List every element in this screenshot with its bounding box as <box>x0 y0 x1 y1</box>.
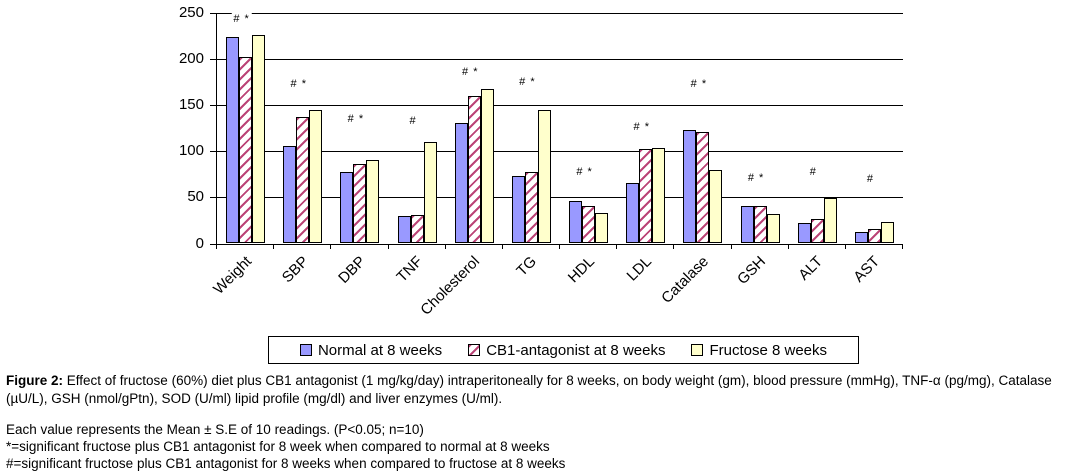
legend-label: Fructose 8 weeks <box>709 341 828 359</box>
bar-hdl-series2 <box>582 205 596 244</box>
bar-cholesterol-series2 <box>467 95 481 244</box>
bar-alt-series2 <box>810 218 824 244</box>
significance-annotation: # * <box>574 166 595 179</box>
bar-catalase-series3 <box>709 169 723 244</box>
bar-ast-series2 <box>867 228 881 244</box>
y-axis-tick <box>210 243 216 245</box>
bar-sbp-series3 <box>309 110 323 244</box>
gridline <box>217 151 903 153</box>
x-axis-tick <box>616 243 618 249</box>
x-axis-tick <box>387 243 389 249</box>
bar-sbp-series1 <box>283 145 297 244</box>
bar-gsh-series3 <box>766 213 780 244</box>
bar-ldl-series3 <box>652 148 666 244</box>
significance-annotation: # * <box>231 12 252 25</box>
bar-gsh-series1 <box>740 205 754 244</box>
x-axis-tick <box>844 243 846 249</box>
figure-caption-text: Effect of fructose (60%) diet plus CB1 a… <box>6 373 1052 406</box>
gridline <box>217 197 903 199</box>
bar-dbp-series2 <box>353 164 367 244</box>
legend-item: CB1-antagonist at 8 weeks <box>468 342 665 359</box>
significance-annotation: # <box>864 172 876 185</box>
y-tick-label: 0 <box>195 234 204 252</box>
bar-hdl-series1 <box>569 200 583 244</box>
note-mean-se: Each value represents the Mean ± S.E of … <box>6 422 424 437</box>
bar-ast-series3 <box>880 222 894 244</box>
x-axis-tick <box>444 243 446 249</box>
y-axis-tick <box>210 104 216 106</box>
bar-tnf-series1 <box>397 215 411 244</box>
y-axis-tick <box>210 58 216 60</box>
x-axis-tick <box>787 243 789 249</box>
legend-item: Normal at 8 weeks <box>299 341 443 359</box>
bar-ldl-series1 <box>626 182 640 244</box>
significance-annotation: # * <box>345 112 367 125</box>
bar-cholesterol-series3 <box>480 89 494 244</box>
note-asterisk: *=significant fructose plus CB1 antagoni… <box>6 439 550 454</box>
x-axis-tick <box>673 243 675 249</box>
gridline <box>217 104 903 106</box>
legend-swatch <box>468 344 481 356</box>
legend-item: Fructose 8 weeks <box>691 342 827 359</box>
figure-notes: Each value represents the Mean ± S.E of … <box>6 421 1066 472</box>
bar-ast-series1 <box>854 232 868 244</box>
bar-tnf-series2 <box>410 214 424 244</box>
y-tick-label: 150 <box>178 95 204 113</box>
significance-annotation: # * <box>288 77 309 90</box>
significance-annotation: # * <box>517 75 538 88</box>
y-tick-label: 250 <box>178 3 204 21</box>
bar-tg-series1 <box>511 176 525 244</box>
bar-alt-series1 <box>797 223 811 244</box>
bar-tnf-series3 <box>423 141 437 244</box>
bar-alt-series3 <box>823 198 837 244</box>
bar-weight-series3 <box>252 34 266 244</box>
y-axis-tick <box>210 12 216 14</box>
significance-annotation: # * <box>631 121 652 133</box>
gridline <box>217 58 903 60</box>
y-tick-label: 200 <box>178 49 204 67</box>
significance-annotation: # * <box>745 171 767 184</box>
bar-dbp-series1 <box>340 172 354 244</box>
bar-catalase-series1 <box>683 129 697 244</box>
y-tick-label: 100 <box>178 142 204 160</box>
bar-ldl-series2 <box>639 149 653 244</box>
x-axis-tick <box>559 243 560 249</box>
x-axis-tick <box>501 243 503 249</box>
figure-label: Figure 2: <box>6 373 64 388</box>
significance-annotation: # * <box>460 65 481 78</box>
gridline <box>217 12 903 14</box>
bar-tg-series3 <box>537 109 551 244</box>
x-axis-tick <box>273 243 275 249</box>
legend-swatch <box>299 344 312 356</box>
x-axis-tick <box>902 243 903 249</box>
significance-annotation: # * <box>688 77 710 90</box>
note-hash: #=significant fructose plus CB1 antagoni… <box>6 456 566 471</box>
category-label: Weight <box>209 252 255 298</box>
significance-annotation: # <box>807 166 819 179</box>
x-axis-tick <box>330 243 332 249</box>
bar-tg-series2 <box>524 172 538 244</box>
y-tick-label: 50 <box>187 188 204 206</box>
bar-weight-series2 <box>239 56 253 244</box>
bar-gsh-series2 <box>753 205 767 244</box>
x-axis-tick <box>216 243 217 249</box>
bar-hdl-series3 <box>595 213 609 244</box>
bar-dbp-series3 <box>366 160 380 244</box>
legend-label: Normal at 8 weeks <box>317 341 443 359</box>
legend-swatch <box>691 344 704 356</box>
bar-sbp-series2 <box>296 116 310 244</box>
x-axis-tick <box>730 243 732 249</box>
significance-annotation: # <box>407 114 419 127</box>
bar-cholesterol-series1 <box>454 123 468 244</box>
bar-catalase-series2 <box>696 131 710 244</box>
y-axis-tick <box>210 197 216 199</box>
legend-label: CB1-antagonist at 8 weeks <box>486 341 666 359</box>
bar-weight-series1 <box>226 36 240 244</box>
y-axis-tick <box>210 151 216 153</box>
legend: Normal at 8 weeks CB1-antagonist at 8 wee… <box>268 336 859 364</box>
plot-area <box>216 12 903 245</box>
figure-caption: Figure 2: Effect of fructose (60%) diet … <box>6 372 1066 408</box>
